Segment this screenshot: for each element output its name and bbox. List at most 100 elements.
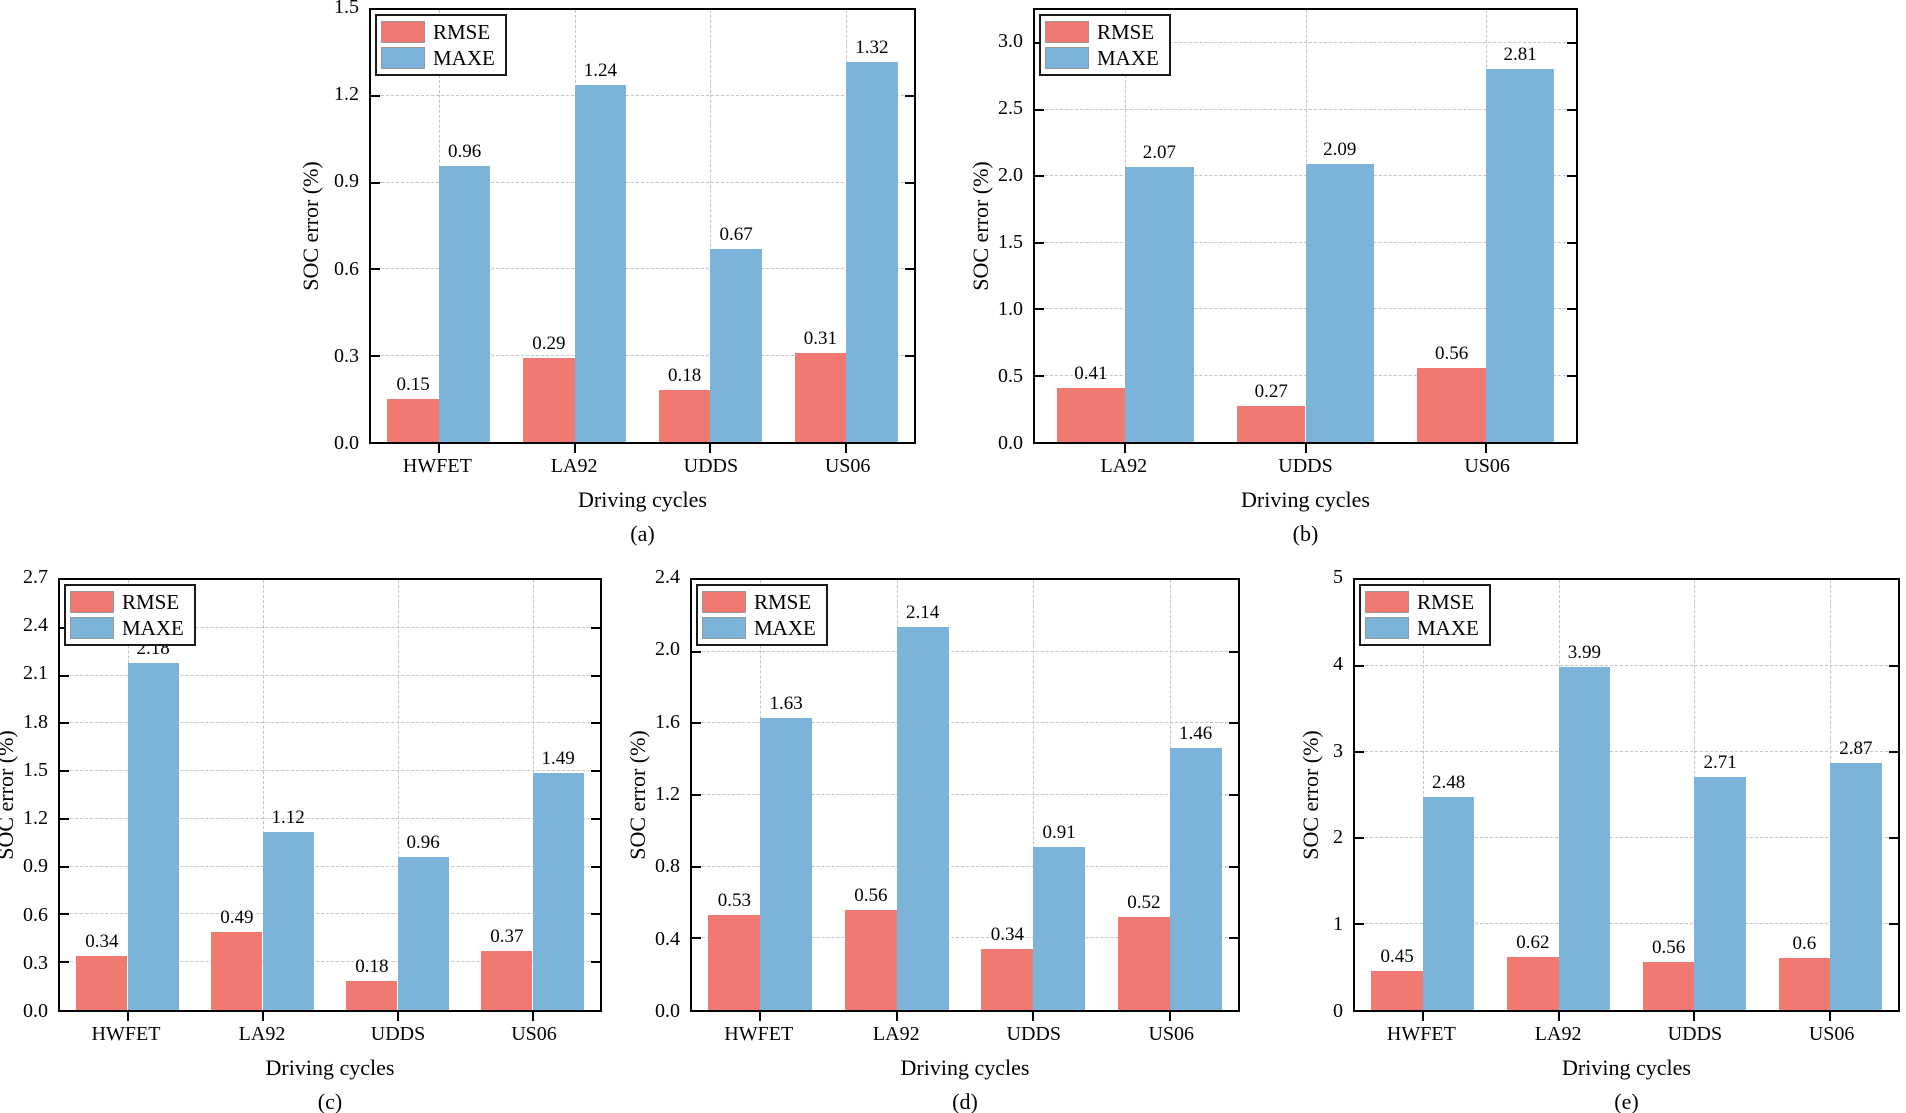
rmse-bar — [844, 909, 897, 1010]
y-tick-mark-left — [60, 674, 69, 677]
x-tick-label-us06: US06 — [824, 455, 871, 477]
maxe-bar — [710, 249, 762, 442]
y-tick-mark-left — [1355, 923, 1364, 925]
legend-swatch-maxe — [702, 617, 746, 639]
rmse-bar — [1417, 367, 1486, 442]
legend-box: RMSE MAXE — [1039, 14, 1171, 76]
legend-swatch-maxe — [70, 617, 114, 639]
v-gridline — [397, 580, 399, 1010]
x-tick-label-la92: LA92 — [550, 455, 598, 477]
x-tick-mark — [1557, 1012, 1560, 1021]
maxe-bar — [896, 626, 949, 1010]
bar-value-label: 0.31 — [803, 327, 837, 349]
y-tick-mark-right — [1229, 794, 1238, 796]
legend-swatch-rmse — [381, 21, 425, 43]
h-gridline — [692, 650, 1238, 652]
rmse-bar — [211, 931, 263, 1010]
bar-value-label: 0.27 — [1254, 381, 1288, 403]
y-tick-mark-right — [1567, 374, 1576, 377]
h-gridline — [60, 674, 600, 676]
y-tick-label: 4 — [1333, 652, 1343, 675]
chart-caption-d: (d) — [952, 1089, 978, 1113]
x-tick-label-hwfet: HWFET — [724, 1023, 794, 1045]
y-tick-mark-right — [591, 626, 600, 629]
rmse-bar — [981, 949, 1034, 1010]
h-gridline — [60, 817, 600, 819]
maxe-bar — [262, 831, 314, 1010]
bar-value-label: 2.14 — [906, 601, 940, 623]
y-tick-mark-right — [905, 181, 914, 184]
legend-row-maxe: MAXE — [381, 45, 495, 71]
y-tick-mark-right — [591, 913, 600, 916]
y-tick-label: 0.6 — [23, 903, 48, 926]
plot-area-b: 0.41 2.07 0.27 2.09 0.56 2.81 RMSE MAXE — [1033, 8, 1578, 453]
rmse-bar — [523, 358, 575, 442]
y-tick-mark-right — [1229, 722, 1238, 725]
chart-caption-b: (b) — [1292, 521, 1319, 546]
legend-row-maxe: MAXE — [1045, 45, 1159, 71]
y-tick-label: 1.5 — [334, 0, 359, 18]
x-tick-label-hwfet: HWFET — [402, 455, 472, 477]
maxe-bar — [1694, 776, 1746, 1010]
bar-value-label: 0.6 — [1792, 933, 1817, 955]
legend-label-maxe: MAXE — [1097, 45, 1159, 70]
y-tick-label: 2.0 — [998, 163, 1023, 186]
bar-value-label: 0.56 — [1434, 342, 1469, 364]
y-axis-title: SOC error (%) — [0, 730, 18, 860]
bar-value-label: 0.18 — [355, 956, 389, 978]
y-tick-label: 2.4 — [655, 566, 680, 588]
y-tick-label: 2.7 — [23, 566, 48, 588]
y-tick-label: 0.0 — [655, 1000, 680, 1022]
chart-caption-c: (c) — [317, 1089, 343, 1113]
legend-row-maxe: MAXE — [70, 615, 184, 641]
maxe-bar — [1830, 763, 1882, 1010]
y-tick-mark-left — [1035, 241, 1044, 244]
y-tick-mark-right — [591, 722, 600, 725]
rmse-bar — [1642, 961, 1695, 1010]
legend-row-maxe: MAXE — [702, 615, 816, 641]
y-tick-mark-left — [1035, 308, 1044, 311]
rmse-bar — [1371, 971, 1423, 1010]
legend-swatch-maxe — [1045, 47, 1089, 69]
y-tick-mark-right — [591, 817, 600, 820]
legend-row-maxe: MAXE — [1365, 615, 1479, 641]
y-axis-title: SOC error (%) — [968, 161, 993, 291]
rmse-bar — [1056, 387, 1126, 442]
rmse-bar — [708, 915, 761, 1010]
x-tick-mark — [1693, 1012, 1696, 1021]
rmse-bar — [1117, 916, 1170, 1010]
bar-value-label: 0.45 — [1380, 946, 1414, 968]
x-tick-mark — [895, 1012, 898, 1021]
legend-swatch-maxe — [381, 47, 425, 69]
y-tick-label: 3.0 — [998, 29, 1023, 52]
y-tick-mark-right — [905, 95, 914, 98]
legend-row-rmse: RMSE — [1045, 19, 1159, 45]
bar-value-label: 0.29 — [532, 333, 566, 355]
rmse-bar — [76, 955, 128, 1010]
bar-value-label: 2.09 — [1323, 139, 1357, 161]
legend-row-rmse: RMSE — [1365, 589, 1479, 615]
x-tick-mark — [1484, 444, 1487, 453]
maxe-bar — [1558, 666, 1611, 1010]
bar-value-label: 0.62 — [1516, 931, 1550, 953]
y-tick-mark-left — [60, 961, 69, 964]
x-tick-mark — [1829, 1012, 1832, 1021]
x-tick-mark — [1421, 1012, 1424, 1021]
maxe-bar — [1169, 748, 1222, 1010]
y-tick-label: 0.9 — [23, 855, 48, 878]
x-tick-mark — [845, 444, 848, 453]
y-tick-mark-left — [371, 268, 380, 271]
y-tick-label: 1.2 — [23, 807, 48, 830]
x-axis-title: Driving cycles — [1241, 487, 1370, 512]
y-tick-mark-left — [692, 722, 701, 725]
maxe-bar — [1485, 68, 1555, 442]
x-axis-title: Driving cycles — [900, 1055, 1030, 1080]
plot-area-d: 0.53 1.63 0.56 2.14 0.34 0.91 0.52 1.46 RMSE MAXE — [690, 578, 1240, 1021]
legend-label-rmse: RMSE — [1417, 589, 1475, 614]
bar-value-label: 2.71 — [1703, 751, 1737, 773]
x-tick-mark — [1124, 444, 1127, 453]
x-tick-mark — [1304, 444, 1307, 453]
y-tick-label: 1.2 — [334, 83, 359, 106]
bar-value-label: 2.81 — [1503, 43, 1537, 65]
